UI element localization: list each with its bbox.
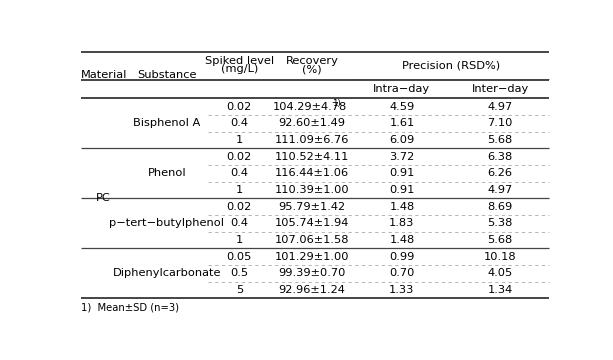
Text: Diphenylcarbonate: Diphenylcarbonate: [113, 268, 221, 278]
Text: 6.09: 6.09: [389, 135, 414, 145]
Text: 1: 1: [235, 235, 243, 245]
Text: 1: 1: [235, 185, 243, 195]
Text: 4.97: 4.97: [487, 102, 513, 112]
Text: 4.59: 4.59: [389, 102, 414, 112]
Text: 4.97: 4.97: [487, 185, 513, 195]
Text: 0.4: 0.4: [230, 218, 248, 228]
Text: 1: 1: [235, 135, 243, 145]
Text: 1.83: 1.83: [389, 218, 414, 228]
Text: Substance: Substance: [137, 70, 197, 80]
Text: 1)  Mean±SD (n=3): 1) Mean±SD (n=3): [82, 302, 180, 312]
Text: Recovery: Recovery: [286, 56, 338, 66]
Text: 92.60±1.49: 92.60±1.49: [278, 118, 345, 129]
Text: 1.33: 1.33: [389, 285, 414, 295]
Text: 5.38: 5.38: [487, 218, 513, 228]
Text: 0.02: 0.02: [227, 202, 252, 212]
Text: 0.91: 0.91: [389, 168, 414, 178]
Text: Material: Material: [80, 70, 127, 80]
Text: p−tert−butylphenol: p−tert−butylphenol: [109, 218, 224, 228]
Text: 6.38: 6.38: [487, 152, 513, 162]
Text: 92.96±1.24: 92.96±1.24: [278, 285, 345, 295]
Text: 7.10: 7.10: [487, 118, 513, 129]
Text: 1): 1): [332, 99, 341, 108]
Text: 1.34: 1.34: [487, 285, 513, 295]
Text: PC: PC: [96, 193, 111, 203]
Text: 107.06±1.58: 107.06±1.58: [275, 235, 349, 245]
Text: 0.99: 0.99: [389, 252, 414, 262]
Text: 0.4: 0.4: [230, 168, 248, 178]
Text: Phenol: Phenol: [148, 168, 186, 178]
Text: 101.29±1.00: 101.29±1.00: [275, 252, 349, 262]
Text: 5: 5: [235, 285, 243, 295]
Text: 1.48: 1.48: [389, 235, 414, 245]
Text: (%): (%): [302, 64, 322, 74]
Text: Intra−day: Intra−day: [373, 84, 430, 94]
Text: 1.48: 1.48: [389, 202, 414, 212]
Text: 5.68: 5.68: [487, 135, 513, 145]
Text: 110.39±1.00: 110.39±1.00: [275, 185, 349, 195]
Text: 0.70: 0.70: [389, 268, 414, 278]
Text: Precision (RSD%): Precision (RSD%): [402, 61, 500, 71]
Text: 10.18: 10.18: [484, 252, 517, 262]
Text: 95.79±1.42: 95.79±1.42: [278, 202, 345, 212]
Text: 0.02: 0.02: [227, 102, 252, 112]
Text: 0.4: 0.4: [230, 118, 248, 129]
Text: 4.05: 4.05: [487, 268, 513, 278]
Text: 0.02: 0.02: [227, 152, 252, 162]
Text: Bisphenol A: Bisphenol A: [133, 118, 200, 129]
Text: (mg/L): (mg/L): [221, 64, 258, 74]
Text: 104.29±4.78: 104.29±4.78: [272, 102, 346, 112]
Text: 0.5: 0.5: [230, 268, 248, 278]
Text: 5.68: 5.68: [487, 235, 513, 245]
Text: 1.61: 1.61: [389, 118, 414, 129]
Text: 105.74±1.94: 105.74±1.94: [275, 218, 349, 228]
Text: 0.91: 0.91: [389, 185, 414, 195]
Text: 8.69: 8.69: [487, 202, 513, 212]
Text: Inter−day: Inter−day: [471, 84, 529, 94]
Text: 111.09±6.76: 111.09±6.76: [275, 135, 349, 145]
Text: 99.39±0.70: 99.39±0.70: [278, 268, 346, 278]
Text: 6.26: 6.26: [488, 168, 512, 178]
Text: 110.52±4.11: 110.52±4.11: [275, 152, 349, 162]
Text: 0.05: 0.05: [227, 252, 252, 262]
Text: 3.72: 3.72: [389, 152, 414, 162]
Text: 116.44±1.06: 116.44±1.06: [275, 168, 349, 178]
Text: Spiked level: Spiked level: [205, 56, 274, 66]
